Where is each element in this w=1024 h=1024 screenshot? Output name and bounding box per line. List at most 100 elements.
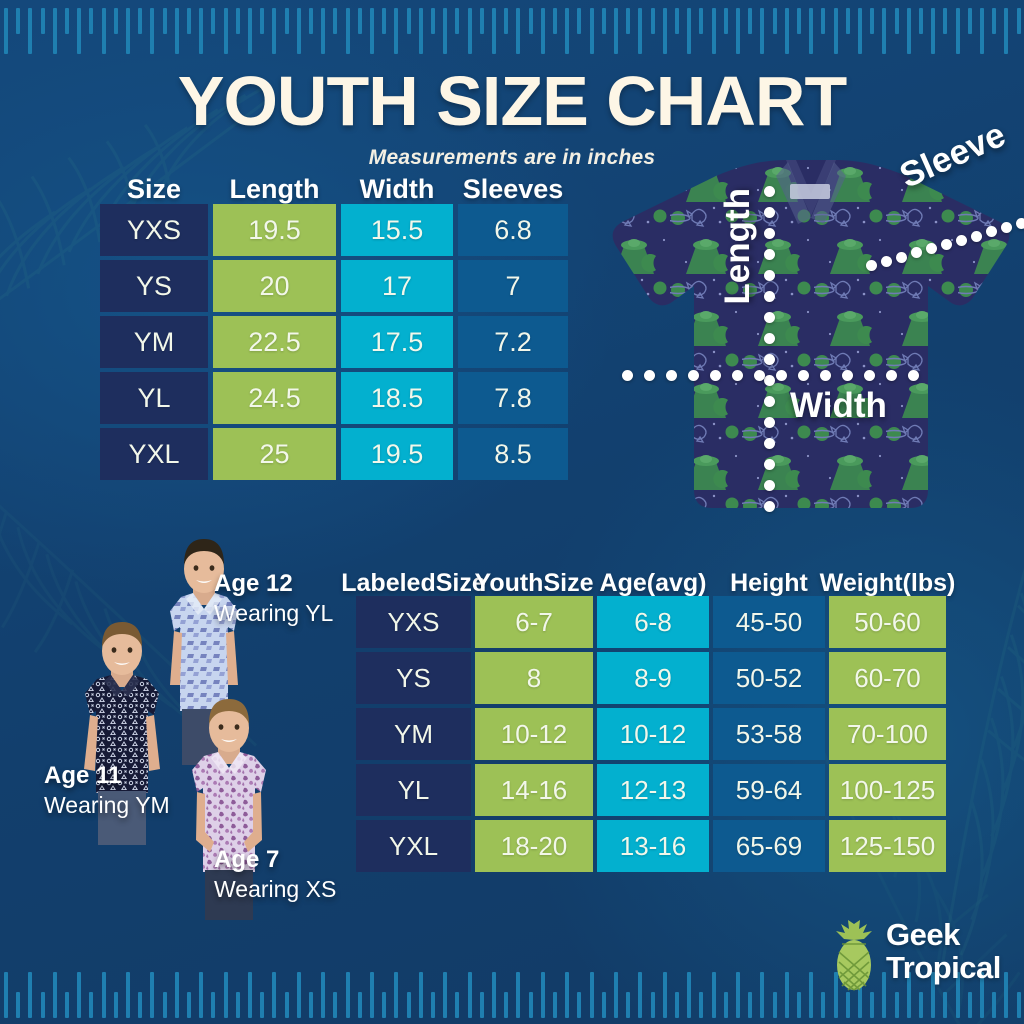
measure-dot	[971, 230, 982, 242]
measure-dot	[776, 370, 787, 381]
ruler-tick	[162, 992, 167, 1018]
ruler-tick	[479, 992, 484, 1018]
ruler-tick	[492, 8, 496, 54]
ruler-tick	[162, 8, 167, 34]
ruler-tick	[992, 992, 997, 1018]
ruler-tick	[577, 8, 582, 34]
measure-dot	[764, 249, 775, 260]
measure-dot	[764, 333, 775, 344]
cell-age: 12-13	[597, 764, 709, 816]
table-row: YS 8 8-9 50-52 60-70	[356, 652, 946, 704]
model-photo-age-12	[148, 535, 260, 770]
cell-length: 20	[213, 260, 336, 312]
ruler-tick	[260, 992, 265, 1018]
table-row: YL 14-16 12-13 59-64 100-125	[356, 764, 946, 816]
ruler-tick	[199, 972, 204, 1018]
ruler-tick	[101, 972, 106, 1018]
ruler-tick	[882, 8, 887, 54]
ruler-tick	[4, 8, 8, 54]
cell-width: 15.5	[341, 204, 453, 256]
ruler-tick	[296, 8, 301, 54]
brand-logo[interactable]: Geek Tropical	[828, 918, 1020, 992]
ruler-tick	[614, 972, 618, 1018]
cell-height: 65-69	[713, 820, 825, 872]
ruler-tick	[736, 972, 740, 1018]
ruler-tick	[821, 8, 826, 34]
cell-height: 53-58	[713, 708, 825, 760]
ruler-tick	[235, 8, 240, 34]
cell-length: 19.5	[213, 204, 336, 256]
ruler-tick	[260, 8, 265, 34]
measure-dot	[1001, 222, 1012, 234]
ruler-tick	[1016, 8, 1021, 34]
measure-dot	[764, 459, 775, 470]
measure-dot	[881, 255, 892, 267]
ruler-tick	[150, 8, 155, 54]
cell-size: YL	[100, 372, 208, 424]
ruler-tick	[870, 992, 875, 1018]
ruler-tick	[577, 992, 582, 1018]
ruler-tick	[748, 992, 753, 1018]
ruler-border-top	[0, 0, 1024, 56]
ruler-tick	[809, 972, 814, 1018]
cell-labeled_size: YL	[356, 764, 471, 816]
cell-labeled_size: YXL	[356, 820, 471, 872]
ruler-tick	[650, 8, 655, 34]
ruler-tick	[101, 8, 106, 54]
ruler-tick	[321, 8, 326, 54]
ruler-tick	[711, 972, 716, 1018]
ruler-tick	[394, 8, 399, 54]
cell-youth_size: 18-20	[475, 820, 593, 872]
header-sleeves: Sleeves	[462, 174, 564, 205]
measure-dot	[764, 228, 775, 239]
ruler-tick	[431, 8, 435, 34]
ruler-tick	[638, 8, 643, 54]
ruler-tick	[528, 8, 533, 34]
ruler-tick	[296, 972, 301, 1018]
ruler-tick	[443, 8, 448, 54]
header-size: Size	[126, 174, 182, 205]
cell-width: 18.5	[341, 372, 453, 424]
ruler-tick	[89, 992, 94, 1018]
sizing-table-header: Labeled Size Youth Size Age (avg) Height Weight…	[341, 530, 955, 597]
ruler-tick	[516, 8, 521, 54]
measure-dot	[754, 370, 765, 381]
cell-length: 24.5	[213, 372, 336, 424]
cell-sleeves: 6.8	[458, 204, 568, 256]
ruler-tick	[126, 972, 130, 1018]
ruler-tick	[553, 8, 557, 34]
ruler-tick	[1004, 8, 1009, 54]
ruler-tick	[65, 992, 69, 1018]
ruler-tick	[687, 8, 692, 54]
cell-weight: 70-100	[829, 708, 946, 760]
ruler-tick	[589, 8, 594, 54]
page-title: YOUTH SIZE CHART	[177, 62, 847, 140]
ruler-tick	[662, 972, 667, 1018]
measure-dot	[956, 234, 967, 246]
model-label-age-11: Age 11 Wearing YM	[44, 762, 170, 818]
ruler-tick	[772, 8, 777, 34]
measure-dot	[732, 370, 743, 381]
ruler-tick	[199, 8, 204, 54]
sizing-header-3: Height	[730, 568, 808, 597]
ruler-tick	[675, 992, 679, 1018]
cell-width: 17.5	[341, 316, 453, 368]
sizing-header-2: Age (avg)	[599, 568, 707, 597]
cell-age: 8-9	[597, 652, 709, 704]
ruler-tick	[443, 972, 448, 1018]
measure-dot	[896, 251, 907, 263]
ruler-tick	[967, 992, 972, 1018]
cell-weight: 100-125	[829, 764, 946, 816]
ruler-tick	[284, 8, 289, 34]
ruler-tick	[601, 8, 606, 34]
cell-weight: 125-150	[829, 820, 946, 872]
ruler-tick	[28, 972, 33, 1018]
cell-size: YM	[100, 316, 208, 368]
cell-sleeves: 7	[458, 260, 568, 312]
measure-dot	[864, 370, 875, 381]
measure-dot	[866, 260, 877, 271]
ruler-tick	[504, 8, 509, 34]
ruler-tick	[540, 8, 545, 54]
ruler-tick	[601, 992, 606, 1018]
ruler-tick	[492, 972, 496, 1018]
